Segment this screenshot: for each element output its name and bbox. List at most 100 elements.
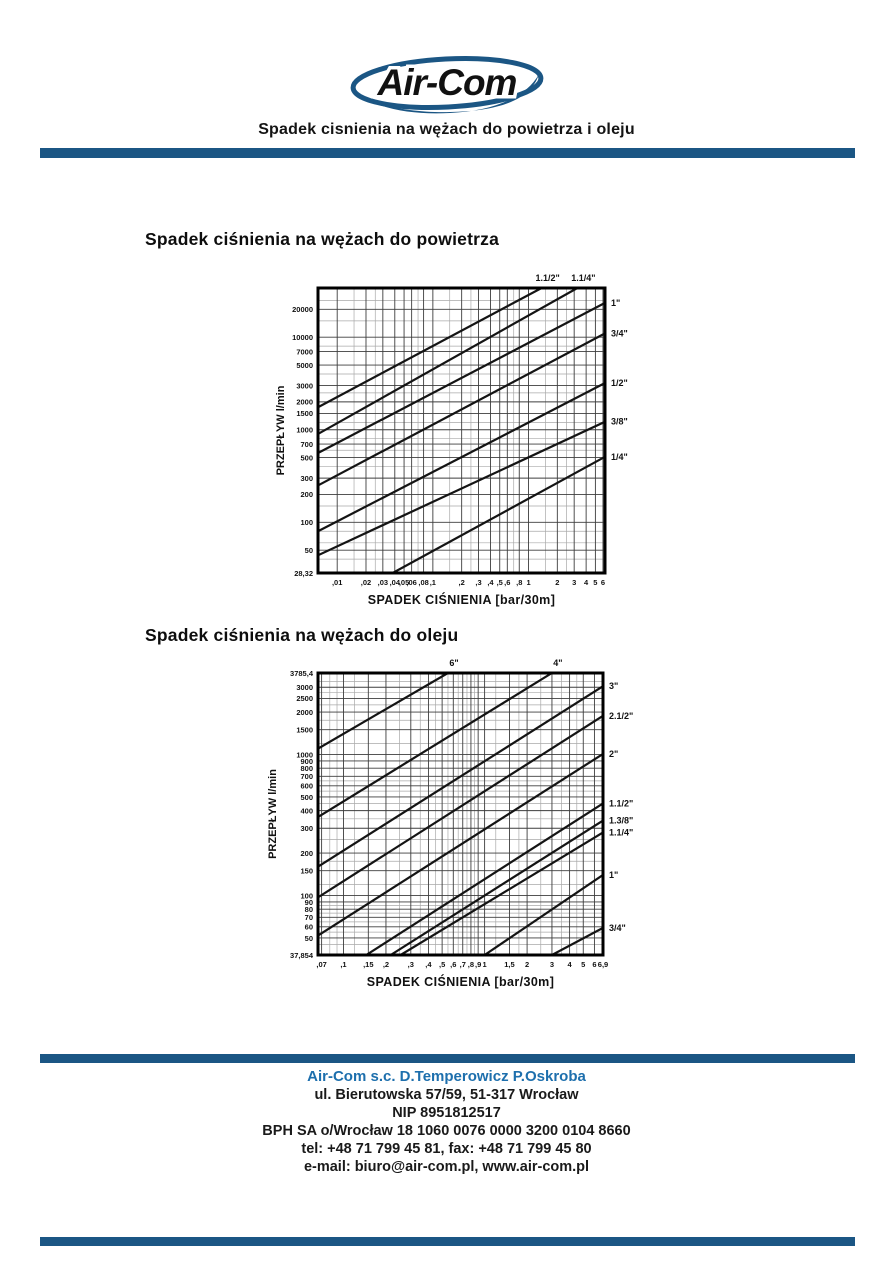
air-com-logo: Air-Com [350, 56, 544, 114]
svg-text:37,854: 37,854 [290, 951, 314, 960]
svg-text:2": 2" [609, 749, 618, 759]
svg-text:4": 4" [553, 658, 562, 668]
air-section-heading: Spadek ciśnienia na wężach do powietrza [145, 229, 500, 249]
svg-text:,04: ,04 [390, 578, 401, 587]
svg-text:700: 700 [300, 772, 313, 781]
svg-text:,5: ,5 [439, 960, 445, 969]
svg-text:2000: 2000 [296, 708, 313, 717]
logo-text: Air-Com [377, 62, 517, 103]
svg-text:2: 2 [525, 960, 529, 969]
oil-hose-pressure-drop-chart: ,07 ,1 ,15 ,2 ,3 ,4 ,5 ,6 ,7,8,9 1 1,5 2 3 4 5 6 6,9 3785… [267, 658, 633, 989]
svg-text:1.1/2": 1.1/2" [609, 798, 633, 808]
svg-text:,1: ,1 [430, 578, 436, 587]
svg-text:50: 50 [305, 546, 313, 555]
svg-text:1.1/2": 1.1/2" [535, 273, 559, 283]
svg-text:400: 400 [300, 806, 313, 815]
svg-text:,2: ,2 [383, 960, 389, 969]
svg-text:60: 60 [305, 923, 313, 932]
svg-text:,1: ,1 [340, 960, 346, 969]
svg-text:5000: 5000 [296, 361, 313, 370]
footer-top-divider-bar [40, 1054, 855, 1063]
svg-text:100: 100 [300, 518, 313, 527]
svg-text:100: 100 [300, 891, 313, 900]
svg-text:3000: 3000 [296, 381, 313, 390]
footer-bottom-divider-bar [40, 1237, 855, 1246]
footer-nip: NIP 8951812517 [392, 1105, 501, 1121]
svg-text:SPADEK CIŚNIENIA [bar/30m]: SPADEK CIŚNIENIA [bar/30m] [368, 592, 556, 607]
svg-text:1.1/4": 1.1/4" [609, 827, 633, 837]
page-title: Spadek cisnienia na wężach do powietrza … [258, 121, 635, 138]
svg-text:2.1/2": 2.1/2" [609, 711, 633, 721]
svg-text:PRZEPŁYW l/min: PRZEPŁYW l/min [275, 385, 287, 475]
svg-text:1000: 1000 [296, 750, 313, 759]
svg-text:1500: 1500 [296, 725, 313, 734]
svg-text:28,32: 28,32 [294, 569, 313, 578]
svg-text:1": 1" [611, 298, 620, 308]
logo-swoosh-ellipse [350, 56, 544, 110]
svg-text:,06: ,06 [406, 578, 416, 587]
svg-text:500: 500 [300, 793, 313, 802]
svg-text:1": 1" [609, 870, 618, 880]
svg-text:,07: ,07 [316, 960, 326, 969]
svg-text:80: 80 [305, 905, 313, 914]
svg-text:6: 6 [592, 960, 596, 969]
footer-phone-fax: tel: +48 71 799 45 81, fax: +48 71 799 4… [301, 1141, 592, 1157]
svg-text:1: 1 [526, 578, 530, 587]
svg-text:500: 500 [300, 453, 313, 462]
svg-text:300: 300 [300, 824, 313, 833]
svg-text:900: 900 [300, 757, 313, 766]
svg-text:,9: ,9 [475, 960, 481, 969]
svg-text:,15: ,15 [363, 960, 373, 969]
svg-text:1/4": 1/4" [611, 452, 628, 462]
svg-text:1/2": 1/2" [611, 378, 628, 388]
svg-text:200: 200 [300, 490, 313, 499]
svg-text:4: 4 [584, 578, 589, 587]
svg-text:600: 600 [300, 782, 313, 791]
svg-text:,6: ,6 [450, 960, 456, 969]
svg-text:,02: ,02 [361, 578, 371, 587]
svg-text:7000: 7000 [296, 347, 313, 356]
svg-text:3/4": 3/4" [609, 923, 626, 933]
svg-text:,8: ,8 [516, 578, 522, 587]
svg-text:3: 3 [550, 960, 554, 969]
svg-text:PRZEPŁYW l/min: PRZEPŁYW l/min [267, 769, 279, 859]
footer-email-www: e-mail: biuro@air-com.pl, www.air-com.pl [303, 1159, 590, 1175]
svg-text:4: 4 [567, 960, 572, 969]
svg-text:2: 2 [555, 578, 559, 587]
svg-text:3/4": 3/4" [611, 328, 628, 338]
svg-text:800: 800 [300, 764, 313, 773]
svg-text:,2: ,2 [459, 578, 465, 587]
svg-text:3: 3 [572, 578, 576, 587]
svg-text:300: 300 [300, 474, 313, 483]
svg-text:,6: ,6 [504, 578, 510, 587]
svg-text:,4: ,4 [487, 578, 494, 587]
svg-text:200: 200 [300, 849, 313, 858]
svg-text:3/8": 3/8" [611, 417, 628, 427]
svg-text:,8: ,8 [468, 960, 474, 969]
svg-text:1: 1 [483, 960, 487, 969]
svg-text:70: 70 [305, 913, 313, 922]
svg-text:1000: 1000 [296, 426, 313, 435]
header-divider-bar [40, 148, 855, 158]
oil-section-heading: Spadek ciśnienia na wężach do oleju [145, 625, 459, 645]
air-hose-pressure-drop-chart: ,01,02,03,04,05,06,08,1,2,3,4,5,6,8 1 2 3 4 5… [275, 273, 628, 607]
svg-text:SPADEK CIŚNIENIA [bar/30m]: SPADEK CIŚNIENIA [bar/30m] [367, 974, 555, 989]
svg-text:,7: ,7 [460, 960, 466, 969]
svg-text:50: 50 [305, 934, 313, 943]
svg-text:2000: 2000 [296, 398, 313, 407]
svg-text:5: 5 [581, 960, 585, 969]
svg-text:1.1/4": 1.1/4" [571, 273, 595, 283]
footer-address: ul. Bierutowska 57/59, 51-317 Wrocław [314, 1087, 579, 1103]
svg-text:,5: ,5 [497, 578, 503, 587]
svg-text:1.3/8": 1.3/8" [609, 816, 633, 826]
svg-text:6": 6" [449, 658, 458, 668]
svg-text:,3: ,3 [475, 578, 481, 587]
footer-company-name: Air-Com s.c. D.Temperowicz P.Oskroba [307, 1068, 586, 1085]
svg-text:,4: ,4 [425, 960, 432, 969]
svg-text:90: 90 [305, 898, 313, 907]
footer-bank-account: BPH SA o/Wrocław 18 1060 0076 0000 3200 … [262, 1123, 631, 1139]
svg-text:,01: ,01 [332, 578, 342, 587]
svg-text:6: 6 [601, 578, 605, 587]
svg-text:,3: ,3 [408, 960, 414, 969]
